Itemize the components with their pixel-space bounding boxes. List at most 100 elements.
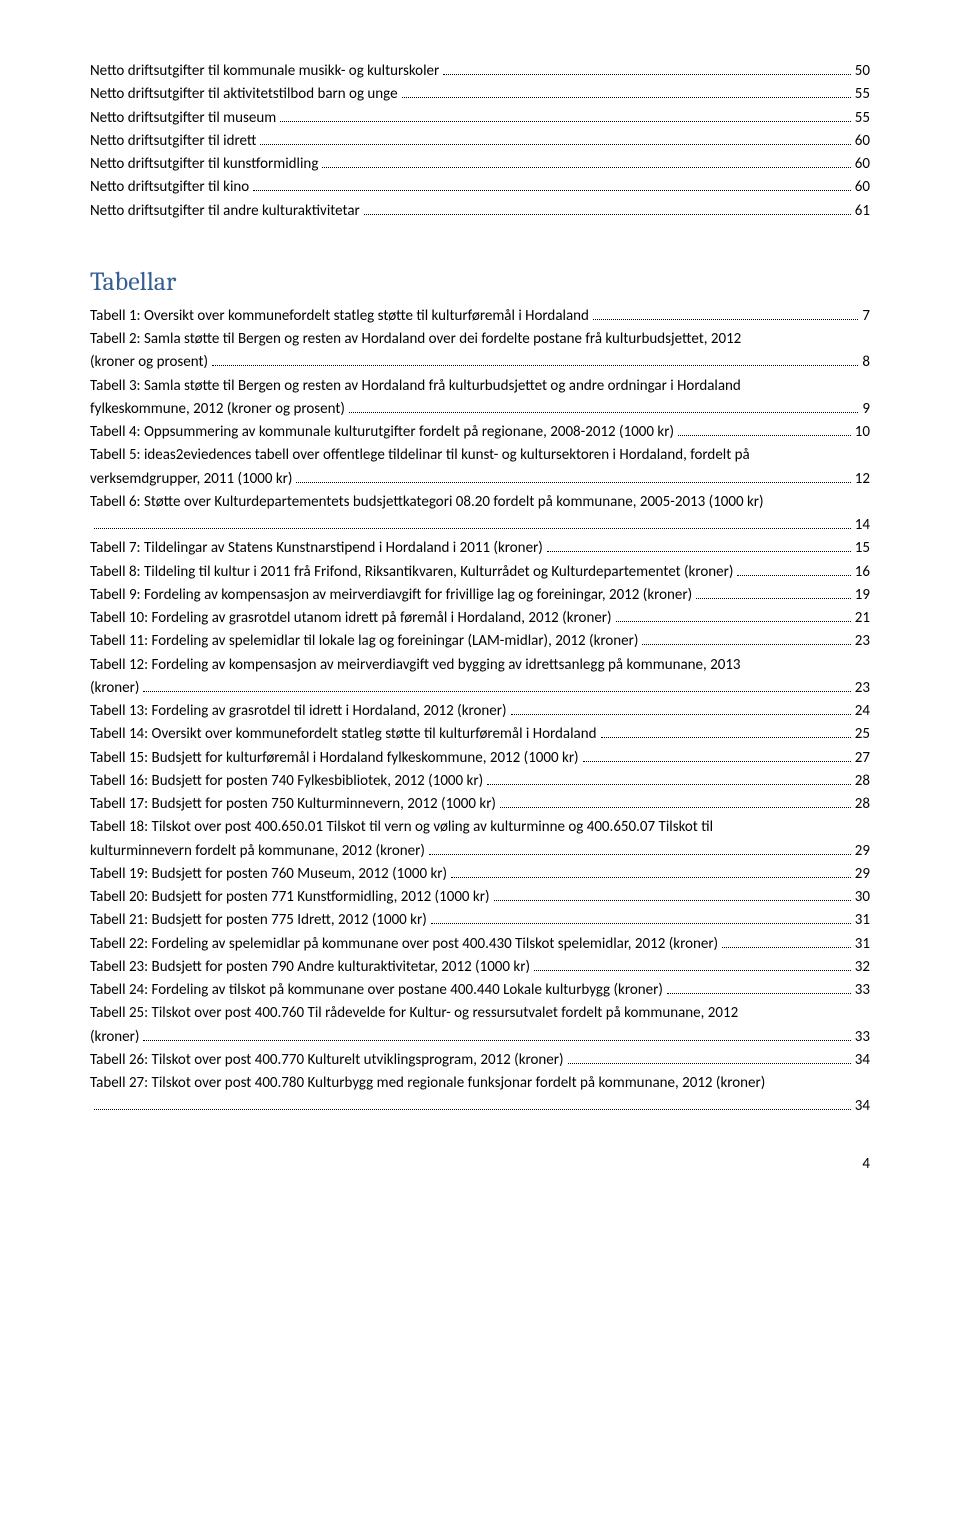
toc-entry-page: 7 [862,305,870,328]
toc-entry-page: 60 [855,176,870,199]
toc-entry-label: Tabell 17: Budsjett for posten 750 Kultu… [90,793,496,816]
toc-leader-dots [364,203,851,215]
toc-tables-section: Tabell 1: Oversikt over kommunefordelt s… [90,305,870,1119]
toc-entry-label: Netto driftsutgifter til andre kulturakt… [90,200,360,223]
toc-entry-label: Tabell 7: Tildelingar av Statens Kunstna… [90,537,543,560]
toc-entry-page: 33 [855,979,870,1002]
toc-entry: Tabell 24: Fordeling av tilskot på kommu… [90,979,870,1002]
toc-entry-label: Tabell 13: Fordeling av grasrotdel til i… [90,700,507,723]
toc-entry: Tabell 4: Oppsummering av kommunale kult… [90,421,870,444]
toc-entry: Tabell 14: Oversikt over kommunefordelt … [90,723,870,746]
toc-leader-dots [737,564,850,576]
toc-leader-dots [94,1099,851,1111]
toc-entry-label: Tabell 14: Oversikt over kommunefordelt … [90,723,597,746]
toc-entry-page: 34 [855,1095,870,1118]
toc-entry: Tabell 18: Tilskot over post 400.650.01 … [90,816,870,863]
toc-leader-dots [431,913,851,925]
toc-entry: Tabell 11: Fordeling av spelemidlar til … [90,630,870,653]
toc-entry: Netto driftsutgifter til idrett 60 [90,130,870,153]
toc-leader-dots [253,180,851,192]
toc-entry: Tabell 23: Budsjett for posten 790 Andre… [90,956,870,979]
toc-entry: Tabell 5: ideas2eviedences tabell over o… [90,444,870,491]
toc-entry-label-continued: (kroner) [90,677,139,700]
toc-leader-dots [322,157,850,169]
toc-entry: Tabell 22: Fordeling av spelemidlar på k… [90,933,870,956]
toc-entry-page: 23 [855,630,870,653]
toc-leader-dots [616,611,851,623]
toc-leader-dots [349,401,858,413]
toc-entry-page: 30 [855,886,870,909]
toc-entry-label: Tabell 20: Budsjett for posten 771 Kunst… [90,886,490,909]
toc-entry-page: 28 [855,793,870,816]
toc-entry-label: Netto driftsutgifter til idrett [90,130,256,153]
toc-entry-label-continued: (kroner) [90,1026,139,1049]
toc-entry-label: Tabell 22: Fordeling av spelemidlar på k… [90,933,718,956]
toc-entry-label: Tabell 2: Samla støtte til Bergen og res… [90,328,870,351]
toc-entry: Tabell 21: Budsjett for posten 775 Idret… [90,909,870,932]
toc-leader-dots [296,471,850,483]
toc-top-section: Netto driftsutgifter til kommunale musik… [90,60,870,223]
toc-leader-dots [212,355,858,367]
toc-entry-page: 60 [855,130,870,153]
toc-leader-dots [500,797,851,809]
toc-entry-page: 31 [855,909,870,932]
toc-entry-label: Tabell 18: Tilskot over post 400.650.01 … [90,816,870,839]
toc-entry-page: 27 [855,747,870,770]
toc-leader-dots [722,936,851,948]
toc-entry-label: Netto driftsutgifter til aktivitetstilbo… [90,83,398,106]
toc-entry-label: Netto driftsutgifter til kino [90,176,249,199]
toc-entry-label: Tabell 12: Fordeling av kompensasjon av … [90,654,870,677]
toc-entry-page: 32 [855,956,870,979]
toc-entry-label: Tabell 9: Fordeling av kompensasjon av m… [90,584,692,607]
toc-entry: Tabell 12: Fordeling av kompensasjon av … [90,654,870,701]
toc-entry-label: Tabell 8: Tildeling til kultur i 2011 fr… [90,561,733,584]
toc-leader-dots [583,750,851,762]
toc-entry-page: 9 [862,398,870,421]
toc-entry: Tabell 1: Oversikt over kommunefordelt s… [90,305,870,328]
toc-leader-dots [568,1052,851,1064]
toc-entry: Tabell 10: Fordeling av grasrotdel utano… [90,607,870,630]
toc-entry: Netto driftsutgifter til kommunale musik… [90,60,870,83]
toc-entry-label: Tabell 4: Oppsummering av kommunale kult… [90,421,674,444]
page-number: 4 [90,1155,870,1173]
toc-entry-page: 34 [855,1049,870,1072]
toc-entry-label: Tabell 5: ideas2eviedences tabell over o… [90,444,870,467]
toc-leader-dots [487,773,851,785]
toc-leader-dots [143,680,850,692]
toc-entry-label: Netto driftsutgifter til kunstformidling [90,153,318,176]
toc-entry-page: 31 [855,933,870,956]
toc-entry-page: 10 [855,421,870,444]
toc-entry-label: Tabell 15: Budsjett for kulturføremål i … [90,747,579,770]
toc-leader-dots [280,110,851,122]
toc-entry-label: Tabell 3: Samla støtte til Bergen og res… [90,375,870,398]
toc-entry-page: 14 [855,514,870,537]
toc-entry-label: Tabell 1: Oversikt over kommunefordelt s… [90,305,589,328]
toc-entry-page: 29 [855,840,870,863]
toc-leader-dots [696,587,851,599]
toc-entry-page: 8 [862,351,870,374]
toc-entry: Tabell 17: Budsjett for posten 750 Kultu… [90,793,870,816]
toc-entry: Tabell 9: Fordeling av kompensasjon av m… [90,584,870,607]
toc-entry-page: 23 [855,677,870,700]
toc-entry-page: 29 [855,863,870,886]
toc-entry-page: 12 [855,468,870,491]
toc-leader-dots [534,959,851,971]
toc-leader-dots [429,843,851,855]
toc-leader-dots [451,866,851,878]
toc-entry-label-continued: kulturminnevern fordelt på kommunane, 20… [90,840,425,863]
toc-leader-dots [593,308,859,320]
toc-leader-dots [511,704,851,716]
toc-entry-label: Tabell 23: Budsjett for posten 790 Andre… [90,956,530,979]
toc-entry-page: 25 [855,723,870,746]
page-container: Netto driftsutgifter til kommunale musik… [0,0,960,1233]
toc-entry-label-continued: fylkeskommune, 2012 (kroner og prosent) [90,398,345,421]
toc-entry: Tabell 8: Tildeling til kultur i 2011 fr… [90,561,870,584]
toc-entry: Tabell 13: Fordeling av grasrotdel til i… [90,700,870,723]
toc-leader-dots [678,425,851,437]
toc-entry-page: 19 [855,584,870,607]
toc-entry-page: 28 [855,770,870,793]
toc-leader-dots [143,1029,850,1041]
toc-entry: Netto driftsutgifter til andre kulturakt… [90,200,870,223]
toc-entry-label: Tabell 26: Tilskot over post 400.770 Kul… [90,1049,564,1072]
toc-entry-page: 16 [855,561,870,584]
